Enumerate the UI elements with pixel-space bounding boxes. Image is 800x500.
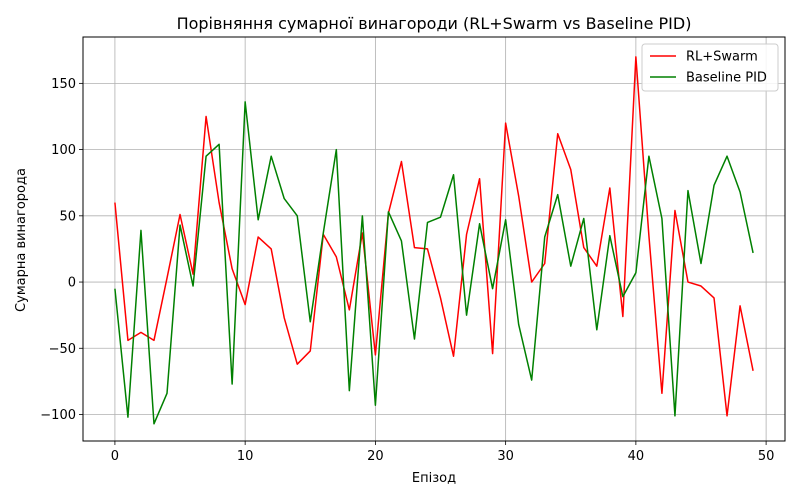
axis-ticks: 0 10 20 30 40 50 −100 −50 0 50 100 150 (40, 77, 774, 464)
x-tick-label: 50 (758, 449, 775, 464)
y-tick-label: 0 (68, 276, 76, 291)
plot-frame (82, 36, 786, 442)
series-lines (114, 56, 754, 425)
grid-lines (83, 37, 785, 441)
y-tick-label: −50 (49, 342, 76, 357)
y-tick-label: −100 (40, 408, 76, 423)
y-tick-label: 150 (51, 77, 76, 92)
y-tick-label: 100 (51, 143, 76, 158)
x-tick-label: 30 (497, 449, 514, 464)
series-line-baseline-pid (114, 101, 754, 425)
x-tick-label: 10 (237, 449, 254, 464)
chart-title: Порівняння сумарної винагороди (RL+Swarm… (177, 14, 692, 33)
x-tick-label: 40 (628, 449, 645, 464)
legend-label-rl-swarm: RL+Swarm (686, 50, 758, 65)
x-tick-label: 0 (111, 449, 119, 464)
legend-label-baseline-pid: Baseline PID (686, 71, 767, 86)
x-axis-label: Епізод (412, 471, 456, 486)
x-tick-label: 20 (367, 449, 384, 464)
y-axis-label: Сумарна винагорода (14, 168, 29, 312)
legend: RL+Swarm Baseline PID (641, 43, 779, 92)
y-tick-label: 50 (59, 209, 76, 224)
series-line-rl-swarm (114, 56, 754, 417)
